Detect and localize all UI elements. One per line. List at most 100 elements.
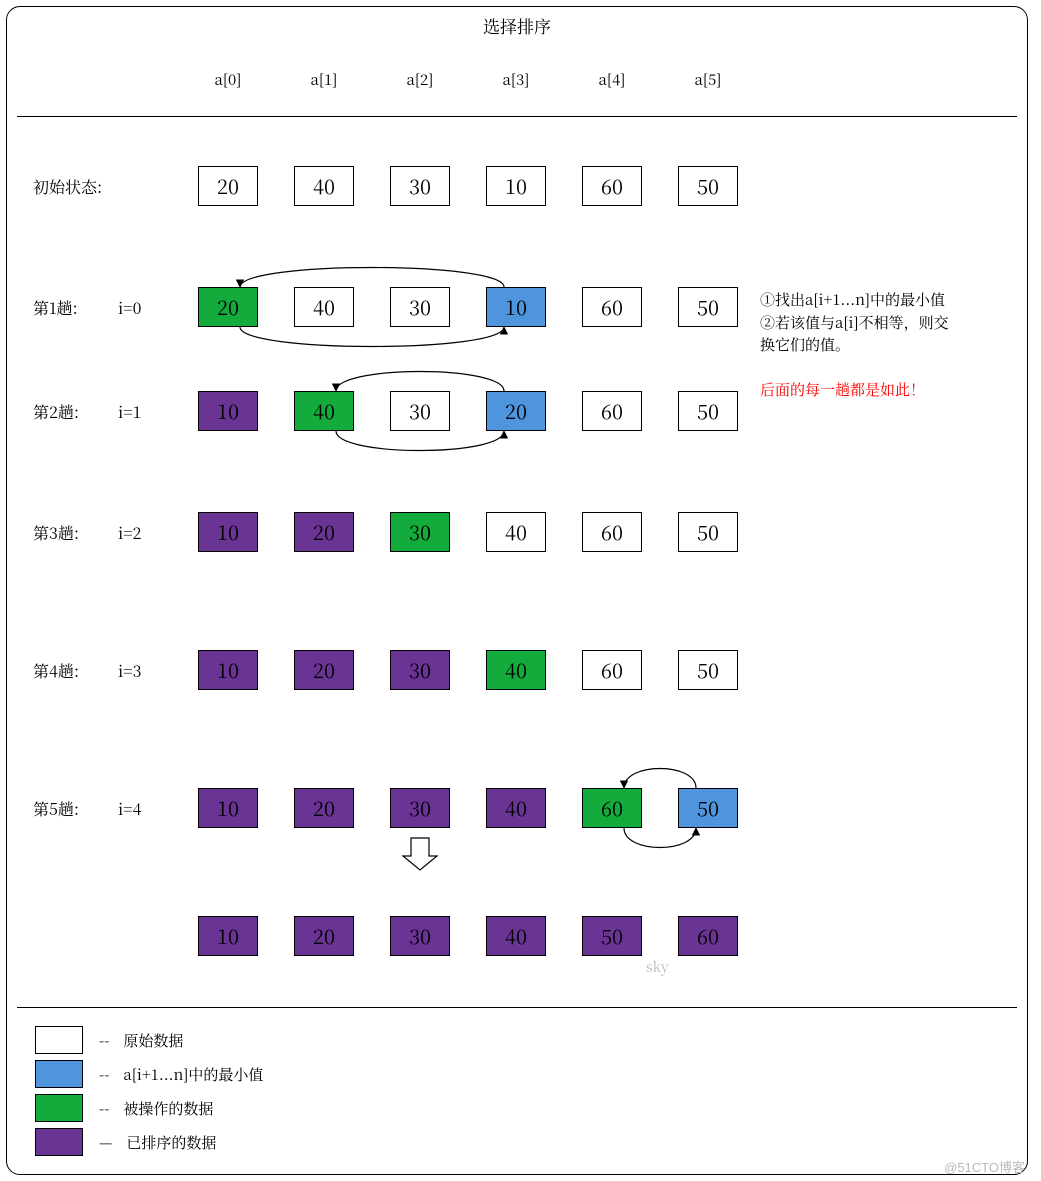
- value-box: 10: [198, 512, 258, 552]
- array-cell: 20: [468, 359, 564, 463]
- value-box: 10: [198, 916, 258, 956]
- array-cell: 40: [468, 463, 564, 601]
- divider: [17, 1007, 1017, 1008]
- table-row: 102030405060: [17, 877, 1017, 995]
- legend-sep: --: [99, 1098, 109, 1119]
- array-cell: 50: [660, 117, 756, 256]
- value-box: 10: [486, 287, 546, 327]
- value-box: 10: [198, 391, 258, 431]
- value-box: 30: [390, 650, 450, 690]
- array-cell: 30: [372, 359, 468, 463]
- value-box: 40: [294, 166, 354, 206]
- array-cell: 10: [180, 463, 276, 601]
- value-box: 60: [678, 916, 738, 956]
- side-note-cell: [756, 601, 1017, 739]
- note-line: ②若该值与a[i]不相等，则交: [760, 312, 949, 333]
- array-cell: 30: [372, 601, 468, 739]
- array-cell: 40: [468, 601, 564, 739]
- value-box: 60: [582, 166, 642, 206]
- side-note-cell: [756, 463, 1017, 601]
- legend-swatch: [35, 1060, 83, 1088]
- col-header: a[0]: [180, 42, 276, 117]
- array-cell: 20: [276, 601, 372, 739]
- legend-swatch: [35, 1128, 83, 1156]
- array-cell: 60: [564, 463, 660, 601]
- array-cell: 10: [180, 359, 276, 463]
- array-cell: 30: [372, 117, 468, 256]
- array-cell: 50: [660, 463, 756, 601]
- array-cell: 20: [276, 739, 372, 877]
- row-label: 初始状态:: [17, 117, 118, 256]
- value-box: 60: [582, 788, 642, 828]
- note-line: ①找出a[i+1...n]中的最小值: [760, 289, 945, 310]
- array-cell: 20: [180, 117, 276, 256]
- i-var: i=4: [118, 739, 180, 877]
- side-note-cell: [756, 117, 1017, 256]
- side-note-cell: [756, 739, 1017, 877]
- diagram-title: 选择排序: [7, 7, 1027, 38]
- table-row: 第5趟:i=4102030406050: [17, 739, 1017, 877]
- array-cell: 40: [276, 359, 372, 463]
- col-header: a[2]: [372, 42, 468, 117]
- side-note-cell: [756, 877, 1017, 995]
- value-box: 50: [678, 166, 738, 206]
- legend-item: — 已排序的数据: [35, 1128, 1027, 1156]
- diagram-frame: 选择排序 a[0] a[1] a[2] a[3] a[4] a[5] 初始状态:…: [6, 6, 1028, 1175]
- value-box: 20: [198, 166, 258, 206]
- value-box: 10: [486, 166, 546, 206]
- array-cell: 40: [468, 877, 564, 995]
- col-header: a[1]: [276, 42, 372, 117]
- legend-swatch: [35, 1026, 83, 1054]
- legend-sep: —: [99, 1132, 112, 1153]
- value-box: 50: [678, 650, 738, 690]
- value-box: 50: [678, 788, 738, 828]
- array-cell: 50: [660, 359, 756, 463]
- value-box: 30: [390, 287, 450, 327]
- array-cell: 50: [660, 255, 756, 359]
- col-header: a[4]: [564, 42, 660, 117]
- value-box: 40: [294, 287, 354, 327]
- array-cell: 20: [276, 463, 372, 601]
- watermark: @51CTO博客: [944, 1157, 1025, 1176]
- legend: -- 原始数据 -- a[i+1...n]中的最小值 -- 被操作的数据 — 已…: [7, 1012, 1027, 1174]
- value-box: 30: [390, 916, 450, 956]
- legend-label: 原始数据: [123, 1030, 183, 1051]
- legend-label: 已排序的数据: [126, 1132, 216, 1153]
- table-row: 第1趟:i=0204030106050①找出a[i+1...n]中的最小值②若该…: [17, 255, 1017, 359]
- value-box: 20: [294, 650, 354, 690]
- value-box: 30: [390, 166, 450, 206]
- value-box: 30: [390, 512, 450, 552]
- value-box: 10: [198, 788, 258, 828]
- value-box: 50: [678, 287, 738, 327]
- col-header: a[3]: [468, 42, 564, 117]
- i-var: [118, 877, 180, 995]
- value-box: 40: [294, 391, 354, 431]
- legend-swatch: [35, 1094, 83, 1122]
- legend-label: a[i+1...n]中的最小值: [123, 1064, 263, 1085]
- value-box: 40: [486, 788, 546, 828]
- array-cell: 40: [276, 117, 372, 256]
- note-line: 换它们的值。: [760, 334, 850, 355]
- array-cell: 50: [660, 601, 756, 739]
- value-box: 50: [678, 512, 738, 552]
- array-cell: 40: [276, 255, 372, 359]
- value-box: 50: [678, 391, 738, 431]
- table-row: 第3趟:i=2102030406050: [17, 463, 1017, 601]
- diagram-body: a[0] a[1] a[2] a[3] a[4] a[5] 初始状态: 20 40 3…: [7, 38, 1027, 1003]
- col-header: a[5]: [660, 42, 756, 117]
- note-line-red: 后面的每一趟都是如此！: [760, 379, 925, 400]
- value-box: 40: [486, 512, 546, 552]
- array-cell: 10: [180, 739, 276, 877]
- value-box: 60: [582, 391, 642, 431]
- value-box: 20: [198, 287, 258, 327]
- array-cell: 20: [276, 877, 372, 995]
- value-box: 60: [582, 287, 642, 327]
- array-cell: 10: [468, 255, 564, 359]
- array-cell: 10: [180, 877, 276, 995]
- legend-item: -- 被操作的数据: [35, 1094, 1027, 1122]
- value-box: 40: [486, 650, 546, 690]
- value-box: 40: [486, 916, 546, 956]
- i-var: i=1: [118, 359, 180, 463]
- array-cell: 60: [564, 739, 660, 877]
- table-row: 第4趟:i=3102030406050: [17, 601, 1017, 739]
